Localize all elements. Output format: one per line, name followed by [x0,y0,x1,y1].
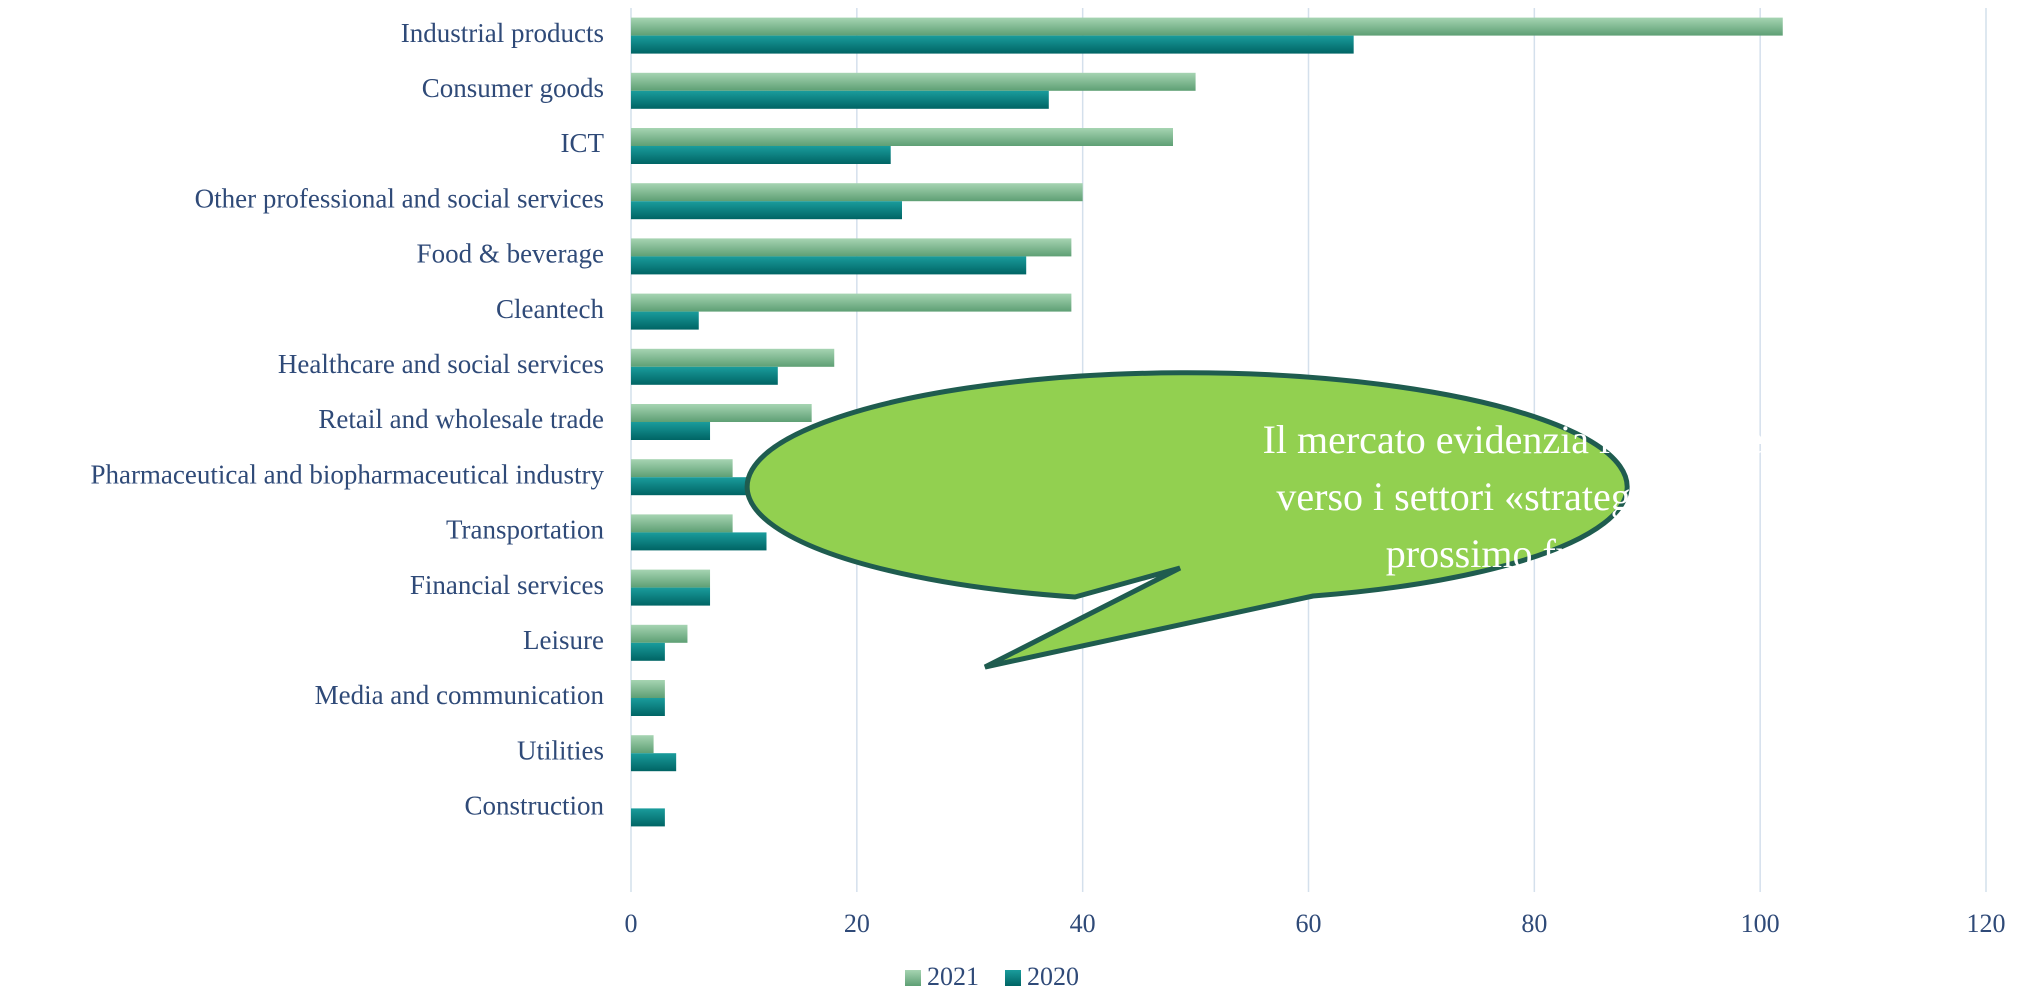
bar [631,404,812,422]
x-tick-label: 40 [1070,909,1096,938]
bar [631,514,733,533]
bar [631,183,1083,202]
y-tick-label: Media and communication [315,680,605,710]
x-tick-label: 100 [1741,909,1780,938]
bar [631,146,891,164]
y-tick-label: Utilities [517,735,604,765]
y-tick-label: Financial services [410,570,604,600]
bar [631,624,688,643]
bar [631,735,654,754]
bar [631,422,711,440]
legend-swatch [1005,970,1021,986]
bar [631,698,665,716]
legend-label: 2020 [1027,962,1079,990]
bar [631,477,767,496]
y-tick-label: Construction [465,791,605,821]
y-tick-label: Pharmaceutical and biopharmaceutical ind… [90,459,604,489]
bar [631,17,1783,36]
bar [631,532,767,551]
bar [631,587,711,606]
bar [631,293,1072,312]
legend-swatch [905,970,921,986]
callout-bubble [744,370,1630,670]
bar [631,680,665,698]
annotation-line: prossimo futuro [1386,531,1640,576]
bar [631,569,711,588]
legend-label: 2021 [927,962,979,990]
bar [631,459,733,478]
x-tick-label: 0 [625,909,638,938]
annotation-line: verso i settori «strategici» del [1276,474,1749,519]
y-tick-label: Industrial products [401,18,604,48]
annotation-line: Il mercato evidenzia l’interesse [1263,417,1764,462]
bar [631,128,1173,146]
bar [631,35,1354,54]
x-tick-label: 60 [1296,909,1322,938]
bar [631,366,778,385]
y-tick-label: ICT [561,128,605,158]
bar [631,311,699,330]
x-tick-label: 80 [1521,909,1547,938]
y-tick-label: Leisure [523,625,604,655]
y-tick-label: Food & beverage [417,239,604,269]
x-tick-label: 20 [844,909,870,938]
bar [631,238,1072,257]
bar [631,348,835,367]
bar [631,753,677,772]
bar [631,72,1196,91]
bar [631,256,1027,275]
bar [631,642,665,661]
y-tick-label: Retail and wholesale trade [318,404,604,434]
callout: Il mercato evidenzia l’interesse verso i… [744,370,1764,670]
y-tick-label: Cleantech [496,294,604,324]
x-tick-label: 120 [1967,909,2006,938]
bar [631,201,902,220]
bar [631,90,1049,109]
y-tick-label: Consumer goods [422,73,604,103]
y-tick-label: Other professional and social services [195,183,604,213]
y-tick-label: Transportation [446,515,605,545]
bar [631,808,665,827]
y-tick-label: Healthcare and social services [278,349,604,379]
